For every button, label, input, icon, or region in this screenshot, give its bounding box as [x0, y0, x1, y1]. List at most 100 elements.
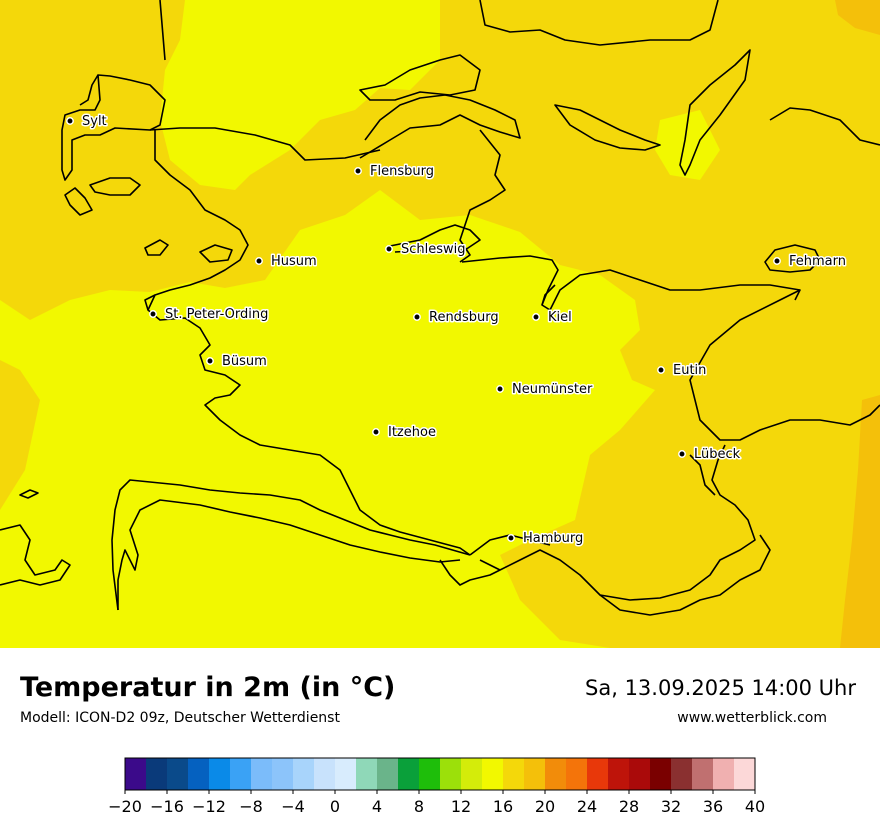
kiel-east-coast — [541, 284, 556, 306]
city-label: Fehmarn — [789, 254, 846, 269]
city-schleswig[interactable]: Schleswig — [385, 241, 467, 259]
city-neum-nster[interactable]: Neumünster — [496, 381, 594, 399]
legend-swatch — [440, 758, 462, 790]
legend-tick-label: −8 — [239, 797, 263, 816]
city-label: Kiel — [548, 310, 572, 325]
legend-swatch — [545, 758, 567, 790]
fehmarn-island — [764, 244, 821, 273]
city-dot — [66, 117, 74, 125]
city-hamburg[interactable]: Hamburg — [507, 530, 585, 548]
legend-tick-label: 32 — [661, 797, 681, 816]
legend-tick-label: 40 — [745, 797, 765, 816]
eckernfoerde-bay — [461, 255, 801, 311]
trave-river — [689, 454, 716, 496]
city-eutin[interactable]: Eutin — [657, 362, 708, 380]
city-label: Rendsburg — [429, 310, 499, 325]
legend-swatch — [650, 758, 672, 790]
angeln-coast — [459, 129, 506, 263]
temperature-field-15-central — [0, 190, 655, 648]
legend-swatch — [734, 758, 756, 790]
city-dot — [255, 257, 263, 265]
website-link[interactable]: www.wetterblick.com — [677, 710, 827, 726]
nordfriesische-inseln-1 — [89, 177, 141, 196]
legend-tick-label: −12 — [192, 797, 226, 816]
city-dot — [354, 167, 362, 175]
legend-border — [124, 757, 756, 791]
color-legend: −20 −16 −12 −8 −4 0 4 8 12 16 20 24 28 32 36 40 — [0, 748, 880, 832]
map-title: Temperatur in 2m (in °C) — [20, 672, 396, 703]
city-dot — [149, 310, 157, 318]
legend-swatch — [587, 758, 609, 790]
elbe-south-bank — [117, 499, 461, 610]
city-sylt[interactable]: Sylt — [66, 113, 108, 131]
legend-swatch — [314, 758, 336, 790]
forecast-datetime: Sa, 13.09.2025 14:00 Uhr — [585, 676, 856, 700]
legend-swatch — [356, 758, 378, 790]
legend-swatch — [188, 758, 210, 790]
langeland-island — [679, 49, 751, 176]
city-dot — [413, 313, 421, 321]
city-label: Büsum — [222, 354, 267, 369]
legend-swatch — [398, 758, 420, 790]
city-kiel[interactable]: Kiel — [532, 309, 573, 327]
city-dot — [496, 385, 504, 393]
legend-swatch — [272, 758, 294, 790]
legend-swatch — [230, 758, 252, 790]
legend-tick-label: −20 — [108, 797, 142, 816]
sylt-west — [79, 74, 99, 106]
helgoland-sandbank — [19, 489, 39, 499]
city-fehmarn[interactable]: Fehmarn — [773, 253, 848, 271]
city-label: Husum — [271, 254, 317, 269]
legend-swatch — [524, 758, 546, 790]
city-b-sum[interactable]: Büsum — [206, 353, 268, 371]
city-rendsburg[interactable]: Rendsburg — [413, 309, 500, 327]
hamburg-border — [439, 444, 756, 601]
lauenburg-border — [599, 534, 771, 616]
lolland-coast — [769, 107, 880, 146]
temperature-field-15-north — [160, 0, 440, 190]
color-scale-bar: −20 −16 −12 −8 −4 0 4 8 12 16 20 24 28 32 36 40 — [108, 757, 765, 816]
legend-swatch — [167, 758, 189, 790]
mainland-west-coast — [147, 130, 471, 556]
legend-swatch — [377, 758, 399, 790]
legend-swatch — [482, 758, 504, 790]
legend-swatch — [125, 758, 147, 790]
city-dot — [206, 357, 214, 365]
legend-tick-label: 20 — [535, 797, 555, 816]
eiderstedt-coast — [144, 294, 156, 311]
temperature-field-19-east — [840, 395, 880, 648]
legend-swatch — [566, 758, 588, 790]
city-label: Flensburg — [370, 164, 434, 179]
city-label: Neumünster — [512, 382, 593, 397]
danish-coast-north — [159, 0, 719, 61]
aeroe-island — [554, 104, 661, 151]
legend-swatch — [335, 758, 357, 790]
city-dot — [507, 534, 515, 542]
legend-swatch — [671, 758, 693, 790]
nordfriesische-inseln-2 — [64, 187, 93, 216]
city-itzehoe[interactable]: Itzehoe — [372, 424, 437, 442]
city-label: St. Peter-Ording — [165, 307, 268, 322]
nordstrand-island — [199, 244, 233, 263]
legend-swatch — [503, 758, 525, 790]
legend-tick-label: 24 — [577, 797, 597, 816]
flensburg-fjord — [359, 94, 521, 159]
city-label: Schleswig — [401, 242, 466, 257]
luebeck-bay-coast — [689, 289, 880, 441]
city-flensburg[interactable]: Flensburg — [354, 163, 435, 181]
legend-tick-label: −4 — [281, 797, 305, 816]
temperature-map[interactable]: Sylt Flensburg Schleswig Husum Fehmarn St. Pe… — [0, 0, 880, 648]
city-label: Eutin — [673, 363, 706, 378]
legend-tick-label: 16 — [493, 797, 513, 816]
city-husum[interactable]: Husum — [255, 253, 318, 271]
sylt-coast — [61, 74, 166, 181]
city-label: Hamburg — [523, 531, 583, 546]
legend-swatch — [461, 758, 483, 790]
city-label: Sylt — [82, 114, 107, 129]
pellworm-island — [144, 239, 169, 256]
city-st-peter-ording[interactable]: St. Peter-Ording — [149, 306, 270, 324]
legend-swatch — [692, 758, 714, 790]
elbe-north-bank — [111, 479, 471, 611]
als-island — [359, 54, 481, 101]
city-l-beck[interactable]: Lübeck — [678, 446, 742, 464]
